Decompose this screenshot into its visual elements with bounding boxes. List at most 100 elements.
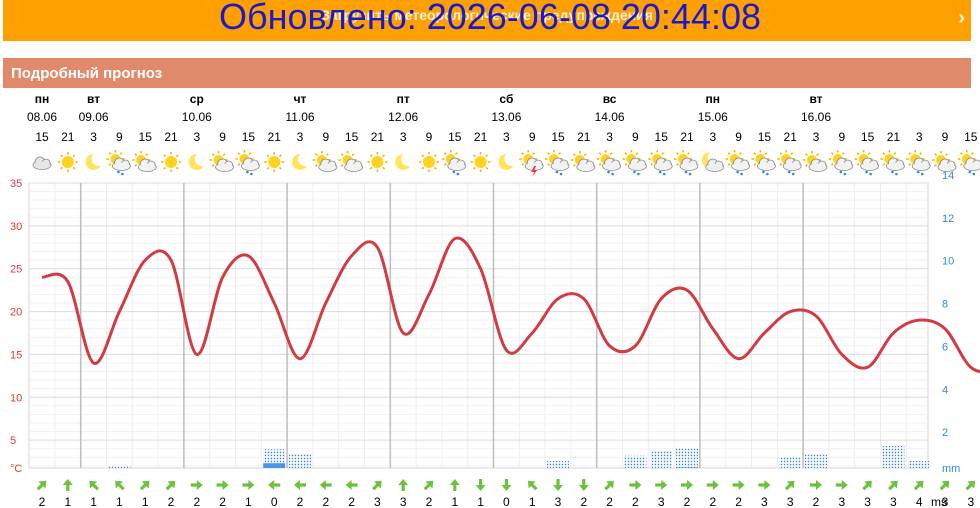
moon-icon (292, 152, 312, 170)
sun-ray (485, 166, 489, 170)
cloud-fill (551, 162, 569, 170)
wind-arrow-shape (553, 479, 563, 491)
wind-speed: 3 (374, 495, 381, 508)
sun-ray (421, 166, 425, 170)
wind-arrow-shape (216, 480, 229, 490)
hour-label: 3 (90, 130, 97, 144)
wind-speed: 1 (142, 495, 149, 508)
wind-arrow-shape (345, 480, 358, 490)
wind-arrow-shape (475, 479, 486, 491)
sun-ray (72, 154, 76, 158)
plot-area (28, 182, 929, 469)
sun-ray (547, 163, 550, 166)
wind-speed: 2 (322, 495, 329, 508)
day-name: пт (397, 92, 410, 106)
precip-bar-total (650, 450, 673, 468)
sun-disc (165, 156, 177, 168)
hour-label: 9 (735, 130, 742, 144)
warnings-banner[interactable]: Загрузить метеорологические предупрежден… (3, 0, 971, 41)
sun-cloud-icon (209, 151, 235, 172)
rain-drop (559, 172, 563, 176)
day-name: сб (499, 92, 513, 106)
rain-drop (658, 170, 662, 174)
hour-label: 9 (942, 130, 949, 144)
sun-cloud-icon (312, 151, 338, 172)
wind-speed: 1 (477, 495, 484, 508)
day-date: 08.06 (27, 110, 57, 124)
rain-drop (766, 172, 769, 176)
sun-ray (314, 164, 318, 167)
sun-cloud-rain-icon (906, 150, 931, 176)
wind-arrow-shape (604, 480, 614, 491)
wind-arrow-shape (423, 480, 434, 491)
wind-arrow-shape (629, 480, 642, 490)
hour-label: 9 (219, 130, 226, 144)
wind-speed: 2 (168, 495, 175, 508)
hour-label: 15 (345, 130, 359, 144)
day-date: 10.06 (182, 110, 212, 124)
precip-bar-total (676, 448, 698, 468)
day-name: ср (190, 92, 204, 106)
wind-arrow-icon (372, 480, 382, 491)
sun-ray (779, 152, 783, 155)
hour-label: 3 (916, 130, 923, 144)
sun-ray (266, 166, 270, 170)
wind-arrow-shape (139, 480, 150, 491)
moon-icon (188, 152, 209, 170)
sun-ray (433, 154, 437, 158)
sun-ray (779, 163, 783, 166)
sun-ray (830, 152, 834, 155)
wind-speed: 2 (348, 495, 355, 508)
sun-ray (340, 164, 344, 167)
temp-tick: 5 (10, 435, 16, 447)
wind-speed: 1 (90, 495, 97, 508)
precip-tick: 2 (942, 427, 948, 439)
precip-bar-total (779, 456, 802, 468)
sun-cloud-rain-icon (235, 150, 260, 176)
sun-ray (661, 152, 665, 155)
day-date: 12.06 (388, 110, 418, 124)
sun-cloud-rain-icon (880, 150, 905, 176)
sun-cloud-rain-icon (725, 150, 750, 176)
hour-label: 15 (655, 130, 669, 144)
temp-unit: °C (10, 463, 22, 475)
hour-label: 21 (268, 130, 282, 144)
wind-arrow-shape (501, 479, 512, 491)
cloud-fill (913, 162, 930, 170)
day-date: 16.06 (801, 110, 831, 124)
sun-ray (970, 152, 974, 155)
precip-bar-total (805, 454, 827, 468)
wind-arrow-icon (89, 480, 99, 491)
precip-tick: 8 (942, 299, 948, 311)
sun-icon (367, 152, 388, 172)
wind-speed: 3 (555, 495, 562, 508)
rain-drop (688, 172, 692, 176)
rain-drop (246, 170, 249, 174)
wind-arrow-icon (655, 480, 668, 490)
hour-label: 15 (861, 130, 875, 144)
sun-ray (485, 154, 489, 158)
wind-speed: 1 (64, 495, 71, 508)
sun-ray (609, 152, 613, 155)
sun-disc (61, 156, 74, 168)
sun-ray (738, 152, 742, 155)
chevron-right-icon[interactable]: › (958, 7, 965, 29)
wind-arrow-icon (784, 480, 795, 491)
wind-arrow-shape (862, 480, 872, 491)
moon-shadow (298, 152, 312, 166)
wind-speed: 2 (709, 495, 716, 508)
warnings-banner-text[interactable]: Загрузить метеорологические предупрежден… (321, 7, 653, 23)
sun-ray (598, 152, 602, 155)
cloud-fill (577, 163, 594, 171)
temp-tick: 30 (10, 221, 22, 233)
wind-arrow-shape (372, 480, 382, 491)
sun-ray (934, 153, 937, 156)
sun-ray (805, 164, 808, 167)
sun-ray (325, 153, 329, 156)
wind-arrow-shape (784, 480, 795, 491)
wind-arrow-icon (319, 480, 332, 490)
precip-bar-total (108, 465, 131, 468)
sun-ray (727, 163, 731, 166)
wind-arrow-icon (345, 480, 358, 490)
sun-cloud-icon (570, 151, 596, 172)
